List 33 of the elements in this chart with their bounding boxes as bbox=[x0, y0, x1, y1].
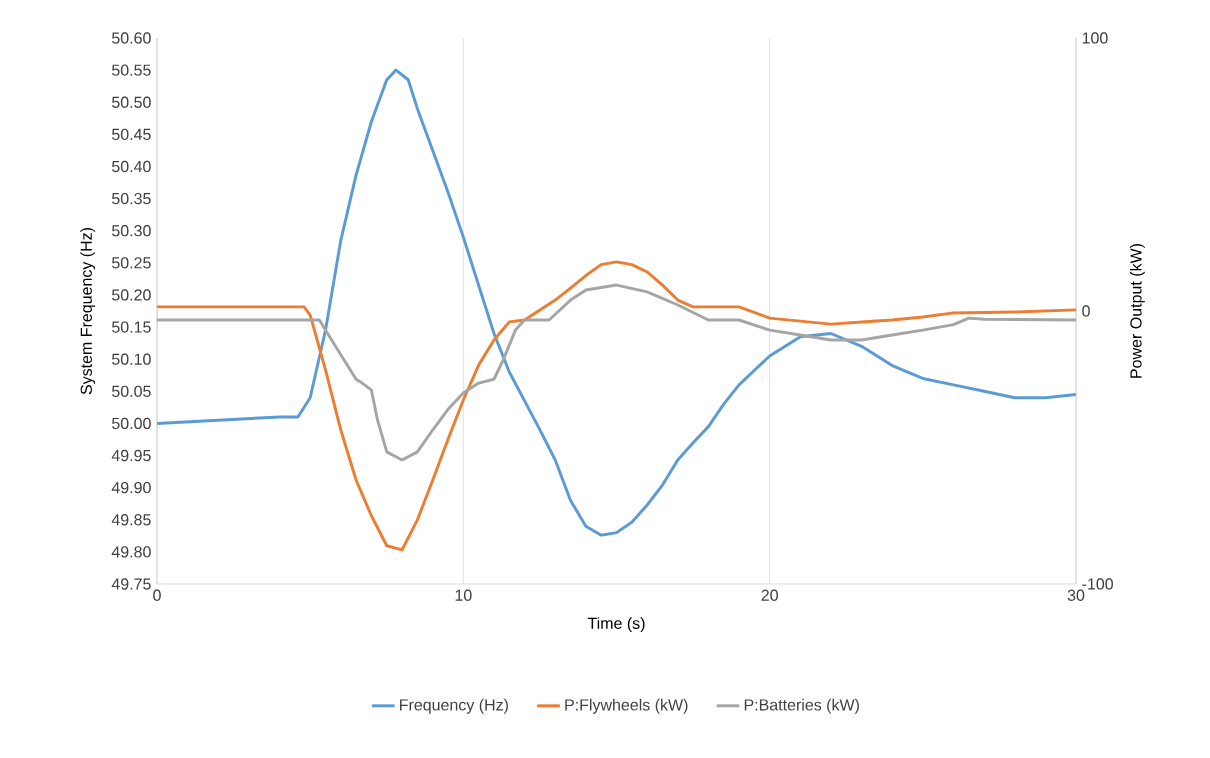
y-tick-label: 50.10 bbox=[112, 353, 151, 365]
y-tick-label: 50.45 bbox=[112, 128, 151, 141]
y-tick-label: 50.25 bbox=[112, 257, 151, 269]
x-tick-label: 20 bbox=[761, 589, 778, 601]
y-tick-label: 50.05 bbox=[112, 385, 151, 397]
y-tick-label: 50.40 bbox=[112, 160, 151, 173]
y-tick-label: 50.35 bbox=[112, 192, 151, 205]
y-axis-title: System Frequency (Hz) bbox=[80, 228, 96, 395]
x-tick-label: 10 bbox=[455, 589, 472, 601]
legend-label: Frequency (Hz) bbox=[400, 698, 508, 714]
y-tick-label: 50.15 bbox=[112, 321, 151, 333]
y2-tick-label: 0 bbox=[1082, 305, 1090, 317]
y2-tick-label: -100 bbox=[1082, 578, 1113, 590]
y2-tick-label: 100 bbox=[1082, 32, 1108, 44]
y-tick-label: 49.95 bbox=[111, 449, 151, 462]
y-tick-label: 49.90 bbox=[111, 481, 151, 494]
y-tick-label: 50.00 bbox=[112, 417, 151, 430]
x-tick-label: 30 bbox=[1067, 589, 1085, 601]
x-axis-title: Time (s) bbox=[587, 617, 645, 633]
y-tick-label: 50.30 bbox=[112, 225, 151, 237]
y-tick-label: 50.50 bbox=[112, 96, 151, 108]
y-tick-label: 49.75 bbox=[111, 578, 151, 590]
y-tick-label: 50.55 bbox=[112, 64, 151, 76]
legend-label: P:Flywheels (kW) bbox=[565, 698, 688, 714]
y-tick-label: 49.80 bbox=[111, 546, 151, 558]
legend-label: P:Batteries (kW) bbox=[744, 698, 859, 714]
y-tick-label: 49.85 bbox=[111, 514, 151, 526]
line-series bbox=[157, 260, 1077, 552]
y2-axis-title: Power Output (kW) bbox=[1129, 244, 1145, 378]
x-tick-label: 0 bbox=[153, 589, 161, 601]
line-series bbox=[157, 283, 1077, 462]
y-tick-label: 50.60 bbox=[112, 32, 151, 44]
y-tick-label: 50.20 bbox=[112, 289, 151, 301]
